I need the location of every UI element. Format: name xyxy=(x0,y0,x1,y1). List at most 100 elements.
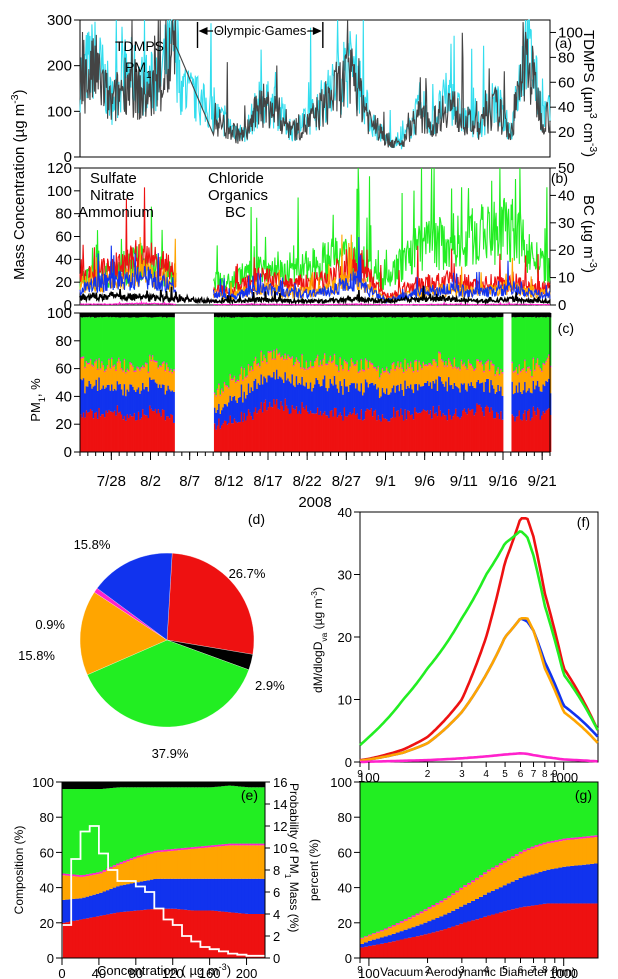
area-segment xyxy=(415,361,418,384)
area-segment xyxy=(146,909,151,958)
area-segment xyxy=(467,313,470,318)
area-segment xyxy=(180,878,185,910)
area-segment xyxy=(156,787,161,851)
area-segment xyxy=(384,317,387,371)
area-segment xyxy=(273,371,275,400)
area-segment xyxy=(548,355,550,379)
area-segment xyxy=(297,313,299,318)
area-segment xyxy=(393,313,395,318)
area-segment xyxy=(112,913,117,958)
area-segment xyxy=(277,408,280,452)
area-segment xyxy=(562,840,567,867)
area-segment xyxy=(455,782,460,891)
area-segment xyxy=(357,371,360,374)
area-segment xyxy=(431,317,433,365)
area-segment xyxy=(522,851,528,877)
area-segment xyxy=(542,903,547,958)
area-segment xyxy=(398,317,401,368)
area-segment xyxy=(305,382,308,406)
legend-chloride: Chloride xyxy=(208,170,264,187)
label-part: dM/dlogD xyxy=(311,641,325,693)
area-segment xyxy=(298,317,301,362)
area-segment xyxy=(133,317,136,371)
area-segment xyxy=(85,362,88,387)
x-tick-label: 9/11 xyxy=(450,473,478,490)
area-segment xyxy=(161,384,164,410)
area-segment xyxy=(345,361,347,363)
area-segment xyxy=(479,918,484,958)
area-segment xyxy=(171,371,174,374)
area-segment xyxy=(490,360,493,362)
area-segment xyxy=(113,364,116,366)
area-segment xyxy=(213,392,216,394)
area-segment xyxy=(464,366,467,368)
area-segment xyxy=(376,369,378,371)
area-segment xyxy=(302,385,305,408)
area-segment xyxy=(590,835,595,838)
area-segment xyxy=(95,317,98,360)
area-segment xyxy=(463,364,466,384)
area-segment xyxy=(477,317,480,360)
area-segment xyxy=(309,361,312,383)
area-segment xyxy=(96,418,99,452)
area-segment xyxy=(378,317,381,378)
area-segment xyxy=(126,859,131,862)
area-segment xyxy=(116,362,119,382)
area-segment xyxy=(126,782,131,788)
area-segment xyxy=(400,383,402,409)
area-segment xyxy=(448,357,450,360)
area-segment xyxy=(522,368,525,370)
area-segment xyxy=(65,789,70,874)
area-segment xyxy=(102,317,105,366)
area-segment xyxy=(259,366,261,368)
area-segment xyxy=(393,363,395,386)
area-segment xyxy=(493,388,495,419)
area-segment xyxy=(253,362,256,381)
area-segment xyxy=(149,405,151,452)
area-segment xyxy=(190,847,195,849)
area-segment xyxy=(515,416,518,452)
area-segment xyxy=(594,837,599,864)
area-segment xyxy=(274,379,277,405)
area-segment xyxy=(371,364,374,383)
area-segment xyxy=(261,384,264,413)
area-segment xyxy=(471,317,474,367)
area-segment xyxy=(395,385,398,412)
area-segment xyxy=(290,313,292,318)
area-segment xyxy=(218,418,220,452)
area-segment xyxy=(407,917,413,920)
area-segment xyxy=(514,313,517,318)
area-segment xyxy=(463,383,466,409)
area-segment xyxy=(462,317,464,365)
area-segment xyxy=(247,317,250,365)
area-segment xyxy=(494,374,497,376)
area-segment xyxy=(294,317,297,363)
area-segment xyxy=(82,313,85,318)
area-segment xyxy=(387,394,390,422)
area-segment xyxy=(231,843,236,846)
area-segment xyxy=(402,317,405,372)
area-segment xyxy=(72,898,77,921)
area-segment xyxy=(278,317,281,353)
area-segment xyxy=(122,884,127,912)
area-segment xyxy=(190,787,195,848)
area-segment xyxy=(426,366,429,382)
area-segment xyxy=(448,359,450,378)
area-segment xyxy=(268,313,271,317)
area-segment xyxy=(495,371,498,393)
area-segment xyxy=(321,385,323,416)
label-part: ) xyxy=(11,89,28,94)
area-segment xyxy=(105,782,110,789)
pie-label: 37.9% xyxy=(152,746,189,761)
area-segment xyxy=(342,313,345,318)
area-segment xyxy=(284,313,287,318)
x-tick-label: 160 xyxy=(199,966,221,979)
area-segment xyxy=(268,351,271,353)
area-segment xyxy=(156,852,161,879)
area-segment xyxy=(323,353,326,355)
area-segment xyxy=(288,356,291,359)
area-segment xyxy=(270,350,273,353)
area-segment xyxy=(314,413,316,452)
area-segment xyxy=(474,369,477,389)
area-segment xyxy=(120,389,123,415)
